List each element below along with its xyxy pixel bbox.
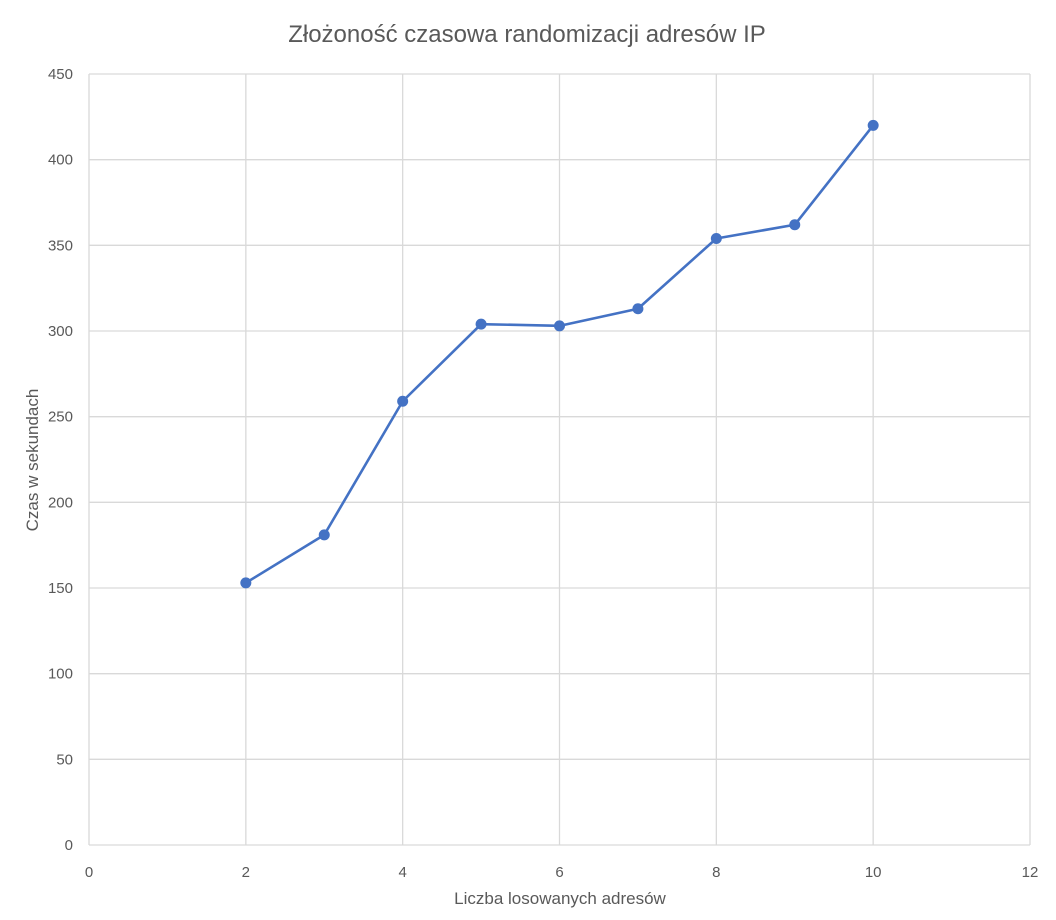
y-tick-label: 250 [48, 409, 73, 426]
x-tick-label: 12 [1022, 864, 1039, 881]
x-tick-label: 2 [242, 864, 250, 881]
x-tick-label: 4 [398, 864, 406, 881]
data-point [397, 395, 409, 407]
y-tick-label: 150 [48, 580, 73, 597]
y-axis-label: Czas w sekundach [23, 389, 42, 532]
data-point [867, 119, 879, 131]
y-tick-label: 450 [48, 66, 73, 83]
y-tick-label: 400 [48, 152, 73, 169]
chart-title: Złożoność czasowa randomizacji adresów I… [288, 21, 766, 48]
x-axis-label: Liczba losowanych adresów [454, 889, 666, 908]
y-tick-label: 200 [48, 494, 73, 511]
x-tick-label: 8 [712, 864, 720, 881]
grid [88, 73, 1031, 846]
y-tick-label: 300 [48, 323, 73, 340]
data-point [710, 232, 722, 244]
y-tick-label: 0 [65, 837, 73, 854]
y-tick-label: 50 [56, 751, 73, 768]
x-tick-label: 10 [865, 864, 882, 881]
y-axis-ticks: 0 50 100 150 200 250 300 350 400 450 [48, 66, 73, 854]
x-tick-label: 0 [85, 864, 93, 881]
data-point [475, 318, 487, 330]
data-point [632, 303, 644, 315]
data-point [318, 529, 330, 541]
data-point [789, 219, 801, 231]
x-axis-ticks: 0 2 4 6 8 10 12 [85, 864, 1039, 881]
series-markers [240, 119, 879, 589]
x-tick-label: 6 [555, 864, 563, 881]
y-tick-label: 350 [48, 237, 73, 254]
data-point [554, 320, 565, 332]
y-tick-label: 100 [48, 666, 73, 683]
data-point [240, 577, 252, 589]
